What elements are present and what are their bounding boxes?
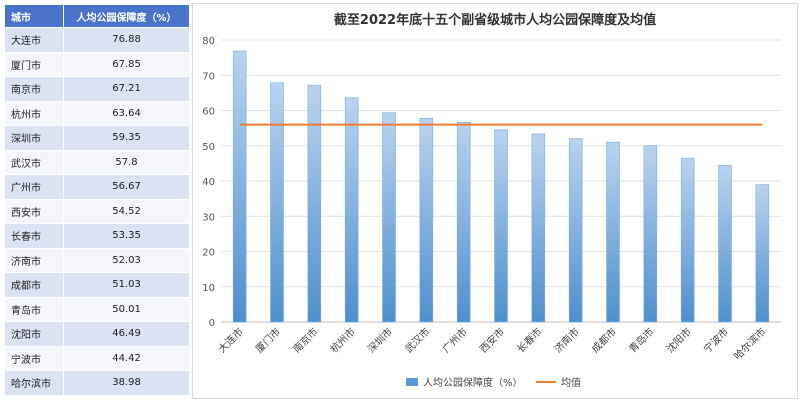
bar — [307, 84, 322, 323]
city-cell: 厦门市 — [3, 51, 65, 77]
y-tick-label: 0 — [209, 318, 215, 329]
bar — [643, 145, 658, 323]
x-tick-label: 沈阳市 — [663, 325, 693, 355]
table-header-row: 城市 人均公园保障度（%） — [3, 4, 190, 28]
city-cell: 广州市 — [3, 174, 65, 200]
y-tick-label: 70 — [202, 71, 215, 82]
y-tick-label: 40 — [202, 177, 215, 188]
value-cell: 54.52 — [63, 198, 190, 224]
bar — [232, 50, 247, 323]
bar — [456, 121, 471, 323]
city-cell: 深圳市 — [3, 125, 65, 151]
city-cell: 宁波市 — [3, 345, 65, 371]
city-data-table: 城市 人均公园保障度（%） 大连市 76.88 厦门市 67.85 南京市 67.21 杭州… — [3, 4, 190, 396]
value-cell: 57.8 — [63, 149, 190, 175]
city-cell: 济南市 — [3, 247, 65, 273]
x-tick-label: 宁波市 — [701, 325, 731, 355]
header-value: 人均公园保障度（%） — [63, 4, 190, 28]
table-row: 广州市 56.67 — [3, 174, 190, 200]
value-cell: 53.35 — [63, 223, 190, 249]
bar — [568, 138, 583, 323]
city-cell: 成都市 — [3, 272, 65, 298]
x-tick-labels: 大连市 厦门市 南京市 杭州市 深圳市 武汉市 广州市 西安市 长春市 济南市 成都市 青岛市 沈阳市宁… — [215, 325, 768, 362]
value-cell: 51.03 — [63, 272, 190, 298]
bar — [531, 133, 546, 323]
value-cell: 67.85 — [63, 51, 190, 77]
x-tick-label: 深圳市 — [365, 325, 395, 355]
y-tick-label: 80 — [202, 36, 215, 47]
table-row: 长春市 53.35 — [3, 223, 190, 249]
value-cell: 76.88 — [63, 27, 190, 53]
y-tick-label: 20 — [202, 248, 215, 259]
chart-legend: 人均公园保障度（%） 均值 — [406, 376, 581, 389]
bar — [494, 129, 508, 323]
chart-panel: 截至2022年底十五个副省级城市人均公园保障度及均值 0 10 20 30 40 50 60… — [192, 3, 798, 399]
x-tick-label: 大连市 — [215, 325, 245, 355]
bar — [419, 117, 434, 323]
table-row: 深圳市 59.35 — [3, 125, 190, 151]
city-cell: 青岛市 — [3, 296, 65, 322]
y-tick-label: 60 — [202, 107, 215, 118]
x-tick-label: 厦门市 — [253, 325, 283, 355]
value-cell: 44.42 — [63, 345, 190, 371]
data-table-container: 城市 人均公园保障度（%） 大连市 76.88 厦门市 67.85 南京市 67.21 杭州… — [3, 4, 190, 396]
table-row: 成都市 51.03 — [3, 272, 190, 298]
bar — [755, 184, 770, 323]
table-row: 西安市 54.52 — [3, 198, 190, 224]
city-cell: 大连市 — [3, 27, 65, 53]
table-row: 哈尔滨市 38.98 — [3, 370, 190, 396]
bars-layer — [232, 50, 770, 323]
value-cell: 46.49 — [63, 321, 190, 347]
value-cell: 38.98 — [63, 370, 190, 396]
x-tick-label: 济南市 — [551, 325, 581, 355]
legend-bar-swatch — [406, 378, 418, 386]
y-tick-label: 30 — [202, 212, 215, 223]
bar — [270, 82, 284, 323]
table-row: 宁波市 44.42 — [3, 345, 190, 371]
x-tick-label: 广州市 — [439, 325, 469, 355]
table-row: 南京市 67.21 — [3, 76, 190, 102]
value-cell: 52.03 — [63, 247, 190, 273]
table-row: 沈阳市 46.49 — [3, 321, 190, 347]
bar — [606, 141, 620, 323]
x-tick-label: 杭州市 — [327, 325, 357, 355]
table-row: 杭州市 63.64 — [3, 100, 190, 126]
header-city: 城市 — [3, 4, 65, 28]
x-tick-label: 南京市 — [290, 325, 320, 355]
bar — [344, 97, 359, 323]
x-tick-label: 长春市 — [514, 325, 544, 355]
legend-line-label: 均值 — [561, 376, 581, 389]
bar — [718, 165, 732, 323]
city-cell: 西安市 — [3, 198, 65, 224]
y-tick-label: 50 — [202, 142, 215, 153]
x-tick-label: 青岛市 — [626, 325, 656, 355]
city-cell: 南京市 — [3, 76, 65, 102]
bar — [680, 157, 695, 323]
bar — [382, 112, 396, 323]
legend-bar-label: 人均公园保障度（%） — [423, 376, 523, 389]
value-cell: 50.01 — [63, 296, 190, 322]
city-cell: 长春市 — [3, 223, 65, 249]
table-row: 武汉市 57.8 — [3, 149, 190, 175]
x-tick-label: 成都市 — [589, 325, 619, 355]
value-cell: 56.67 — [63, 174, 190, 200]
x-tick-label: 武汉市 — [402, 325, 432, 355]
table-row: 大连市 76.88 — [3, 27, 190, 53]
y-tick-label: 10 — [202, 283, 215, 294]
value-cell: 67.21 — [63, 76, 190, 102]
table-row: 青岛市 50.01 — [3, 296, 190, 322]
bar-chart: 截至2022年底十五个副省级城市人均公园保障度及均值 0 10 20 30 40 50 60… — [202, 12, 781, 389]
x-tick-label: 西安市 — [477, 325, 507, 355]
city-cell: 杭州市 — [3, 100, 65, 126]
value-cell: 63.64 — [63, 100, 190, 126]
value-cell: 59.35 — [63, 125, 190, 151]
table-body: 大连市 76.88 厦门市 67.85 南京市 67.21 杭州市 63.64 深圳市 59.35… — [3, 27, 190, 396]
table-row: 厦门市 67.85 — [3, 51, 190, 77]
city-cell: 哈尔滨市 — [3, 370, 65, 396]
table-row: 济南市 52.03 — [3, 247, 190, 273]
x-tick-label: 哈尔滨市 — [731, 325, 768, 362]
city-cell: 武汉市 — [3, 149, 65, 175]
city-cell: 沈阳市 — [3, 321, 65, 347]
chart-title: 截至2022年底十五个副省级城市人均公园保障度及均值 — [334, 12, 656, 28]
